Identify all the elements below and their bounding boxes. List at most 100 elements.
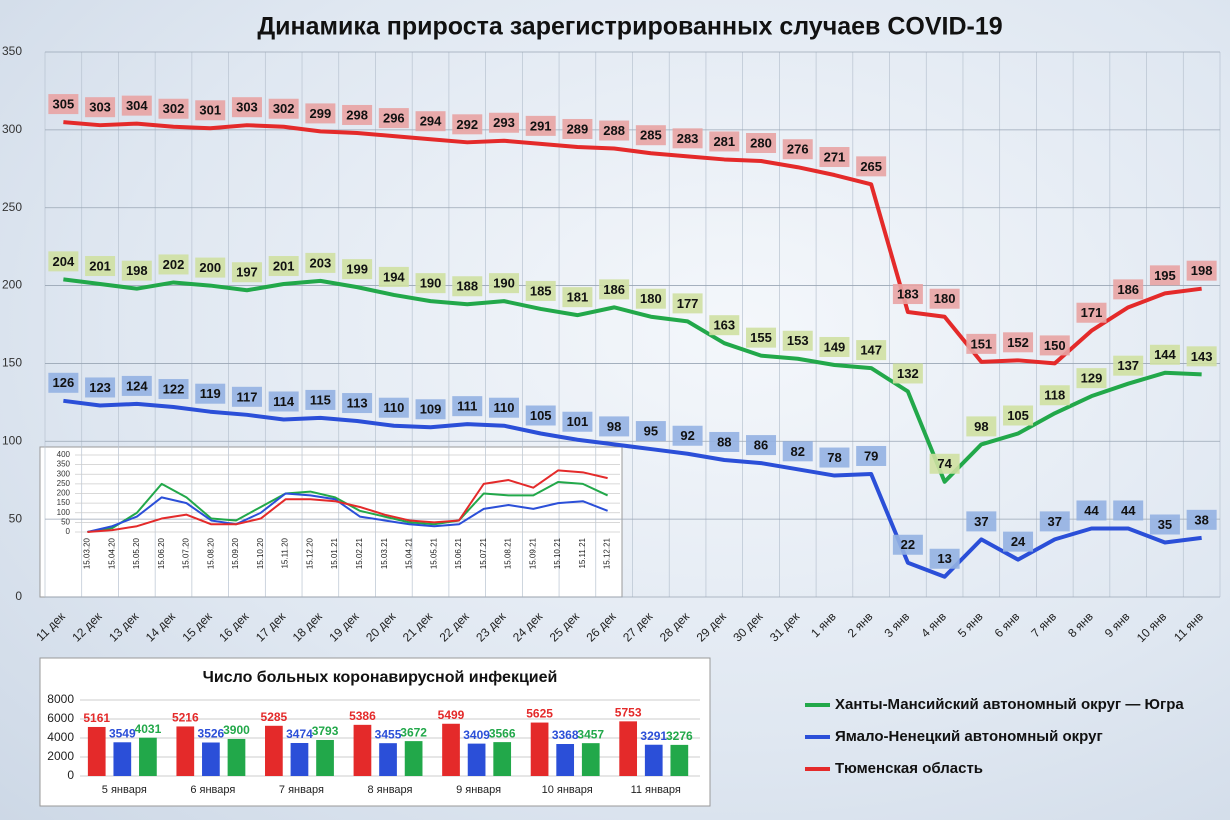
data-label: 3793	[312, 724, 339, 738]
data-label: 304	[126, 98, 148, 113]
data-label: 271	[824, 149, 846, 164]
x-tick-label: 15.05.20	[132, 537, 141, 569]
data-label: 37	[1048, 514, 1062, 529]
y-tick-label: 8000	[47, 692, 74, 706]
y-tick-label: 300	[2, 122, 22, 136]
label-bg	[195, 100, 226, 121]
data-label: 3409	[463, 728, 490, 742]
x-tick-label: 31 дек	[767, 609, 803, 645]
y-tick-label: 150	[2, 356, 22, 370]
label-bg	[782, 139, 813, 160]
label-bg	[1149, 344, 1180, 365]
y-tick-label: 4000	[47, 730, 74, 744]
x-tick-label: 30 дек	[730, 609, 766, 645]
y-tick-label: 350	[2, 44, 22, 58]
y-tick-label: 100	[57, 508, 71, 517]
y-tick-label: 50	[9, 511, 23, 525]
x-tick-label: 9 янв	[1102, 609, 1133, 640]
data-label: 194	[383, 269, 405, 284]
data-label: 276	[787, 142, 809, 157]
data-label: 113	[347, 395, 368, 410]
data-label: 92	[680, 428, 694, 443]
y-tick-label: 150	[57, 498, 71, 507]
x-tick-label: 28 дек	[657, 609, 693, 645]
data-label: 5753	[615, 706, 642, 720]
data-label: 202	[163, 257, 185, 272]
data-label: 294	[420, 114, 442, 129]
y-tick-label: 250	[2, 200, 22, 214]
x-tick-label: 11 дек	[33, 609, 68, 644]
x-tick-label: 15.01.21	[330, 537, 339, 569]
label-bg	[929, 288, 960, 309]
x-tick-label: 6 янв	[992, 609, 1023, 640]
data-label: 22	[901, 537, 915, 552]
label-bg	[562, 287, 593, 308]
bar	[113, 742, 132, 776]
x-tick-label: 16 дек	[216, 609, 252, 645]
data-label: 105	[530, 408, 552, 423]
data-label: 44	[1084, 503, 1099, 518]
data-label: 265	[860, 159, 882, 174]
data-label: 24	[1011, 534, 1026, 549]
label-bg	[709, 431, 740, 452]
data-label: 5161	[83, 711, 110, 725]
label-bg	[268, 98, 299, 119]
bar	[87, 726, 106, 776]
data-label: 302	[163, 101, 185, 116]
data-label: 291	[530, 118, 552, 133]
x-tick-label: 8 января	[368, 784, 413, 796]
data-label: 3291	[640, 729, 667, 743]
data-label: 98	[607, 419, 621, 434]
chart-title: Динамика прироста зарегистрированных слу…	[257, 13, 1002, 41]
label-bg	[892, 363, 923, 384]
data-label: 303	[89, 100, 111, 115]
data-label: 280	[750, 135, 772, 150]
label-bg	[1113, 355, 1144, 376]
label-bg	[929, 548, 960, 569]
data-label: 5499	[438, 708, 465, 722]
x-tick-label: 1 янв	[808, 609, 839, 640]
data-label: 111	[457, 399, 477, 414]
bar	[176, 726, 195, 776]
bar	[139, 737, 157, 776]
label-bg	[85, 97, 116, 118]
data-label: 82	[791, 444, 805, 459]
label-bg	[305, 103, 336, 124]
label-bg	[158, 254, 189, 275]
series-line	[63, 120, 1202, 366]
data-label: 188	[456, 279, 478, 294]
data-label: 299	[310, 106, 332, 121]
x-tick-label: 21 дек	[400, 609, 436, 645]
y-tick-label: 50	[61, 517, 70, 526]
label-bg	[746, 327, 777, 348]
bar	[227, 738, 246, 776]
label-bg	[1113, 500, 1144, 521]
data-label: 204	[53, 254, 75, 269]
data-label: 3276	[666, 729, 693, 743]
data-label: 4031	[135, 722, 162, 736]
x-tick-label: 27 дек	[620, 609, 656, 645]
y-tick-label: 2000	[47, 749, 74, 763]
x-tick-label: 15.07.20	[182, 537, 191, 569]
data-label: 3566	[489, 726, 516, 740]
x-tick-label: 24 дек	[510, 609, 546, 645]
label-bg	[672, 293, 703, 314]
bar	[581, 743, 600, 776]
bar	[670, 744, 689, 776]
label-bg	[488, 273, 519, 294]
data-label: 296	[383, 111, 405, 126]
data-label: 35	[1158, 517, 1172, 532]
x-tick-label: 15.03.20	[82, 537, 91, 569]
label-bg	[268, 256, 299, 277]
x-tick-label: 22 дек	[437, 609, 473, 645]
label-bg	[85, 256, 116, 277]
label-bg	[1003, 405, 1034, 426]
data-label: 186	[603, 282, 625, 297]
data-label: 5386	[349, 709, 376, 723]
label-bg	[892, 284, 923, 305]
y-tick-label: 350	[57, 460, 71, 469]
data-label: 3457	[577, 727, 604, 741]
label-bg	[195, 257, 226, 278]
x-tick-label: 5 янв	[955, 609, 986, 640]
data-label: 195	[1154, 268, 1176, 283]
